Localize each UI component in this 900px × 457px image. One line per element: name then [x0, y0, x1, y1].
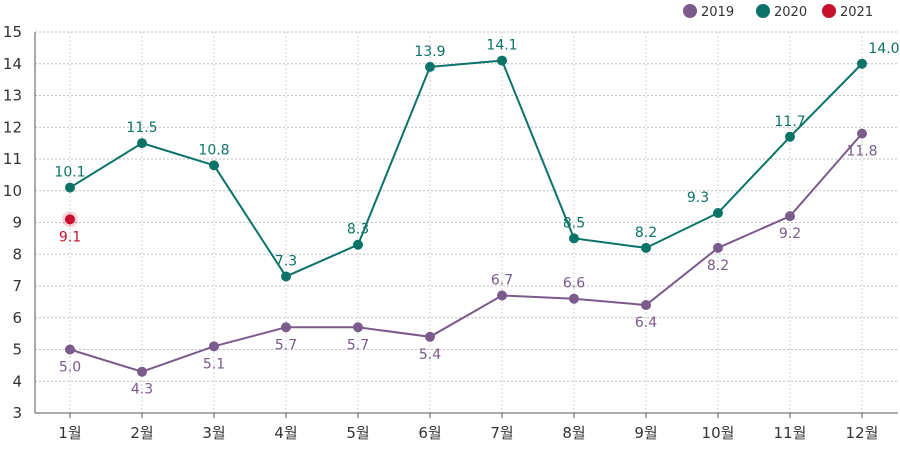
series-2019-data-label: 5.7: [275, 337, 297, 353]
series-2019-point: [569, 293, 579, 304]
series-2019-data-label: 5.1: [203, 356, 225, 372]
series-2019-data-label: 5.0: [59, 360, 81, 376]
x-tick-label: 1월: [58, 424, 81, 442]
series-2020-data-label: 10.8: [198, 142, 229, 158]
series-2019-data-label: 6.4: [635, 315, 657, 331]
y-tick-label: 15: [3, 23, 22, 41]
data-labels: 5.0 4.3 5.1 5.7 5.7 5.4 6.7 6.6 6.4 8.2 9.2 11.8 10.…: [54, 38, 899, 398]
x-tick-label: 10월: [702, 424, 735, 442]
y-tick-label: 6: [12, 309, 22, 327]
series-2020-point: [209, 160, 219, 171]
series-2019-data-label: 5.7: [347, 337, 369, 353]
series-2019-data-label: 5.4: [419, 347, 441, 363]
x-tick-label: 9월: [634, 424, 657, 442]
y-tick-label: 10: [3, 182, 22, 200]
y-tick-label: 9: [12, 214, 22, 232]
series-2020-point: [713, 207, 723, 218]
series-2019-data-label: 6.6: [563, 276, 585, 292]
series-2020-point: [857, 58, 867, 69]
series-2019-point: [497, 290, 507, 301]
series-2020-data-label: 8.3: [347, 222, 369, 238]
x-tick-label: 4월: [274, 424, 297, 442]
series-2021-point: [65, 214, 75, 225]
series-2019-data-label: 11.8: [846, 144, 877, 160]
series-2019-point: [785, 211, 795, 222]
series-2019-line: [69, 132, 863, 373]
series-2019-point: [137, 366, 147, 377]
series-2019-data-label: 8.2: [707, 258, 729, 274]
series-2019-data-label: 4.3: [131, 382, 153, 398]
x-tick-label: 2월: [130, 424, 153, 442]
series-2020-line: [69, 59, 863, 278]
series-2020-data-label: 9.3: [687, 190, 709, 206]
series-2020-point: [785, 131, 795, 142]
series-2019-point: [713, 242, 723, 253]
x-tick-label: 11월: [774, 424, 807, 442]
y-tick-label: 11: [3, 150, 22, 168]
series-2019-point: [281, 322, 291, 333]
y-tick-label: 12: [3, 118, 22, 136]
legend: 2019 2020 2021: [683, 4, 873, 20]
series-2020-point: [137, 138, 147, 149]
y-tick-label: 3: [12, 404, 22, 422]
x-tick-label: 5월: [346, 424, 369, 442]
legend-marker-2019: [683, 4, 697, 18]
series-2020-data-label: 8.5: [563, 215, 585, 231]
series-2020-data-label: 7.3: [275, 253, 297, 269]
legend-label-2019: 2019: [701, 5, 734, 20]
axes: 3 4 5 6 7 8 9 10 11 12 13 14 15 1월 2월 3월 4월 5월 6월 7월 8월 9월 10월…: [3, 23, 898, 442]
legend-label-2021: 2021: [840, 5, 873, 20]
series-2019-point: [353, 322, 363, 333]
series-2020-data-label: 10.1: [54, 165, 85, 181]
series-2020-point: [641, 242, 651, 253]
series-2020-data-label: 8.2: [635, 225, 657, 241]
series-2019-data-label: 6.7: [491, 273, 513, 289]
x-tick-label: 7월: [490, 424, 513, 442]
y-tick-label: 13: [3, 87, 22, 105]
series-2020-data-label: 11.5: [126, 120, 157, 136]
x-tick-label: 12월: [846, 424, 879, 442]
legend-label-2020: 2020: [774, 5, 807, 20]
series-2020-point: [569, 233, 579, 244]
series-2020-point: [425, 61, 435, 72]
series-2020-point: [281, 271, 291, 282]
series-2020-data-label: 11.7: [774, 114, 805, 130]
x-tick-label: 6월: [418, 424, 441, 442]
y-tick-label: 14: [3, 55, 22, 73]
series-2020-data-label: 14.1: [486, 38, 517, 54]
series-2019-point: [65, 344, 75, 355]
series-2020-data-label: 13.9: [414, 44, 445, 60]
series-2020-data-label: 14.0: [868, 41, 899, 57]
series-2019-point: [209, 341, 219, 352]
x-tick-label: 3월: [202, 424, 225, 442]
y-tick-label: 8: [12, 245, 22, 263]
series-2019-point: [425, 331, 435, 342]
y-tick-label: 5: [12, 341, 22, 359]
y-tick-label: 4: [12, 372, 22, 390]
y-tick-label: 7: [12, 277, 22, 295]
series-2019-data-label: 9.2: [779, 226, 801, 242]
series-2020-point: [497, 55, 507, 66]
series-layer: [62, 55, 867, 377]
series-2019-point: [857, 128, 867, 139]
legend-marker-2020: [756, 4, 770, 18]
grid-lines: [35, 31, 898, 413]
series-2019-point: [641, 300, 651, 311]
series-2020-point: [65, 182, 75, 193]
series-2020-point: [353, 239, 363, 250]
x-tick-label: 8월: [562, 424, 585, 442]
series-2021-data-label: 9.1: [59, 229, 81, 245]
legend-marker-2021: [822, 4, 836, 18]
